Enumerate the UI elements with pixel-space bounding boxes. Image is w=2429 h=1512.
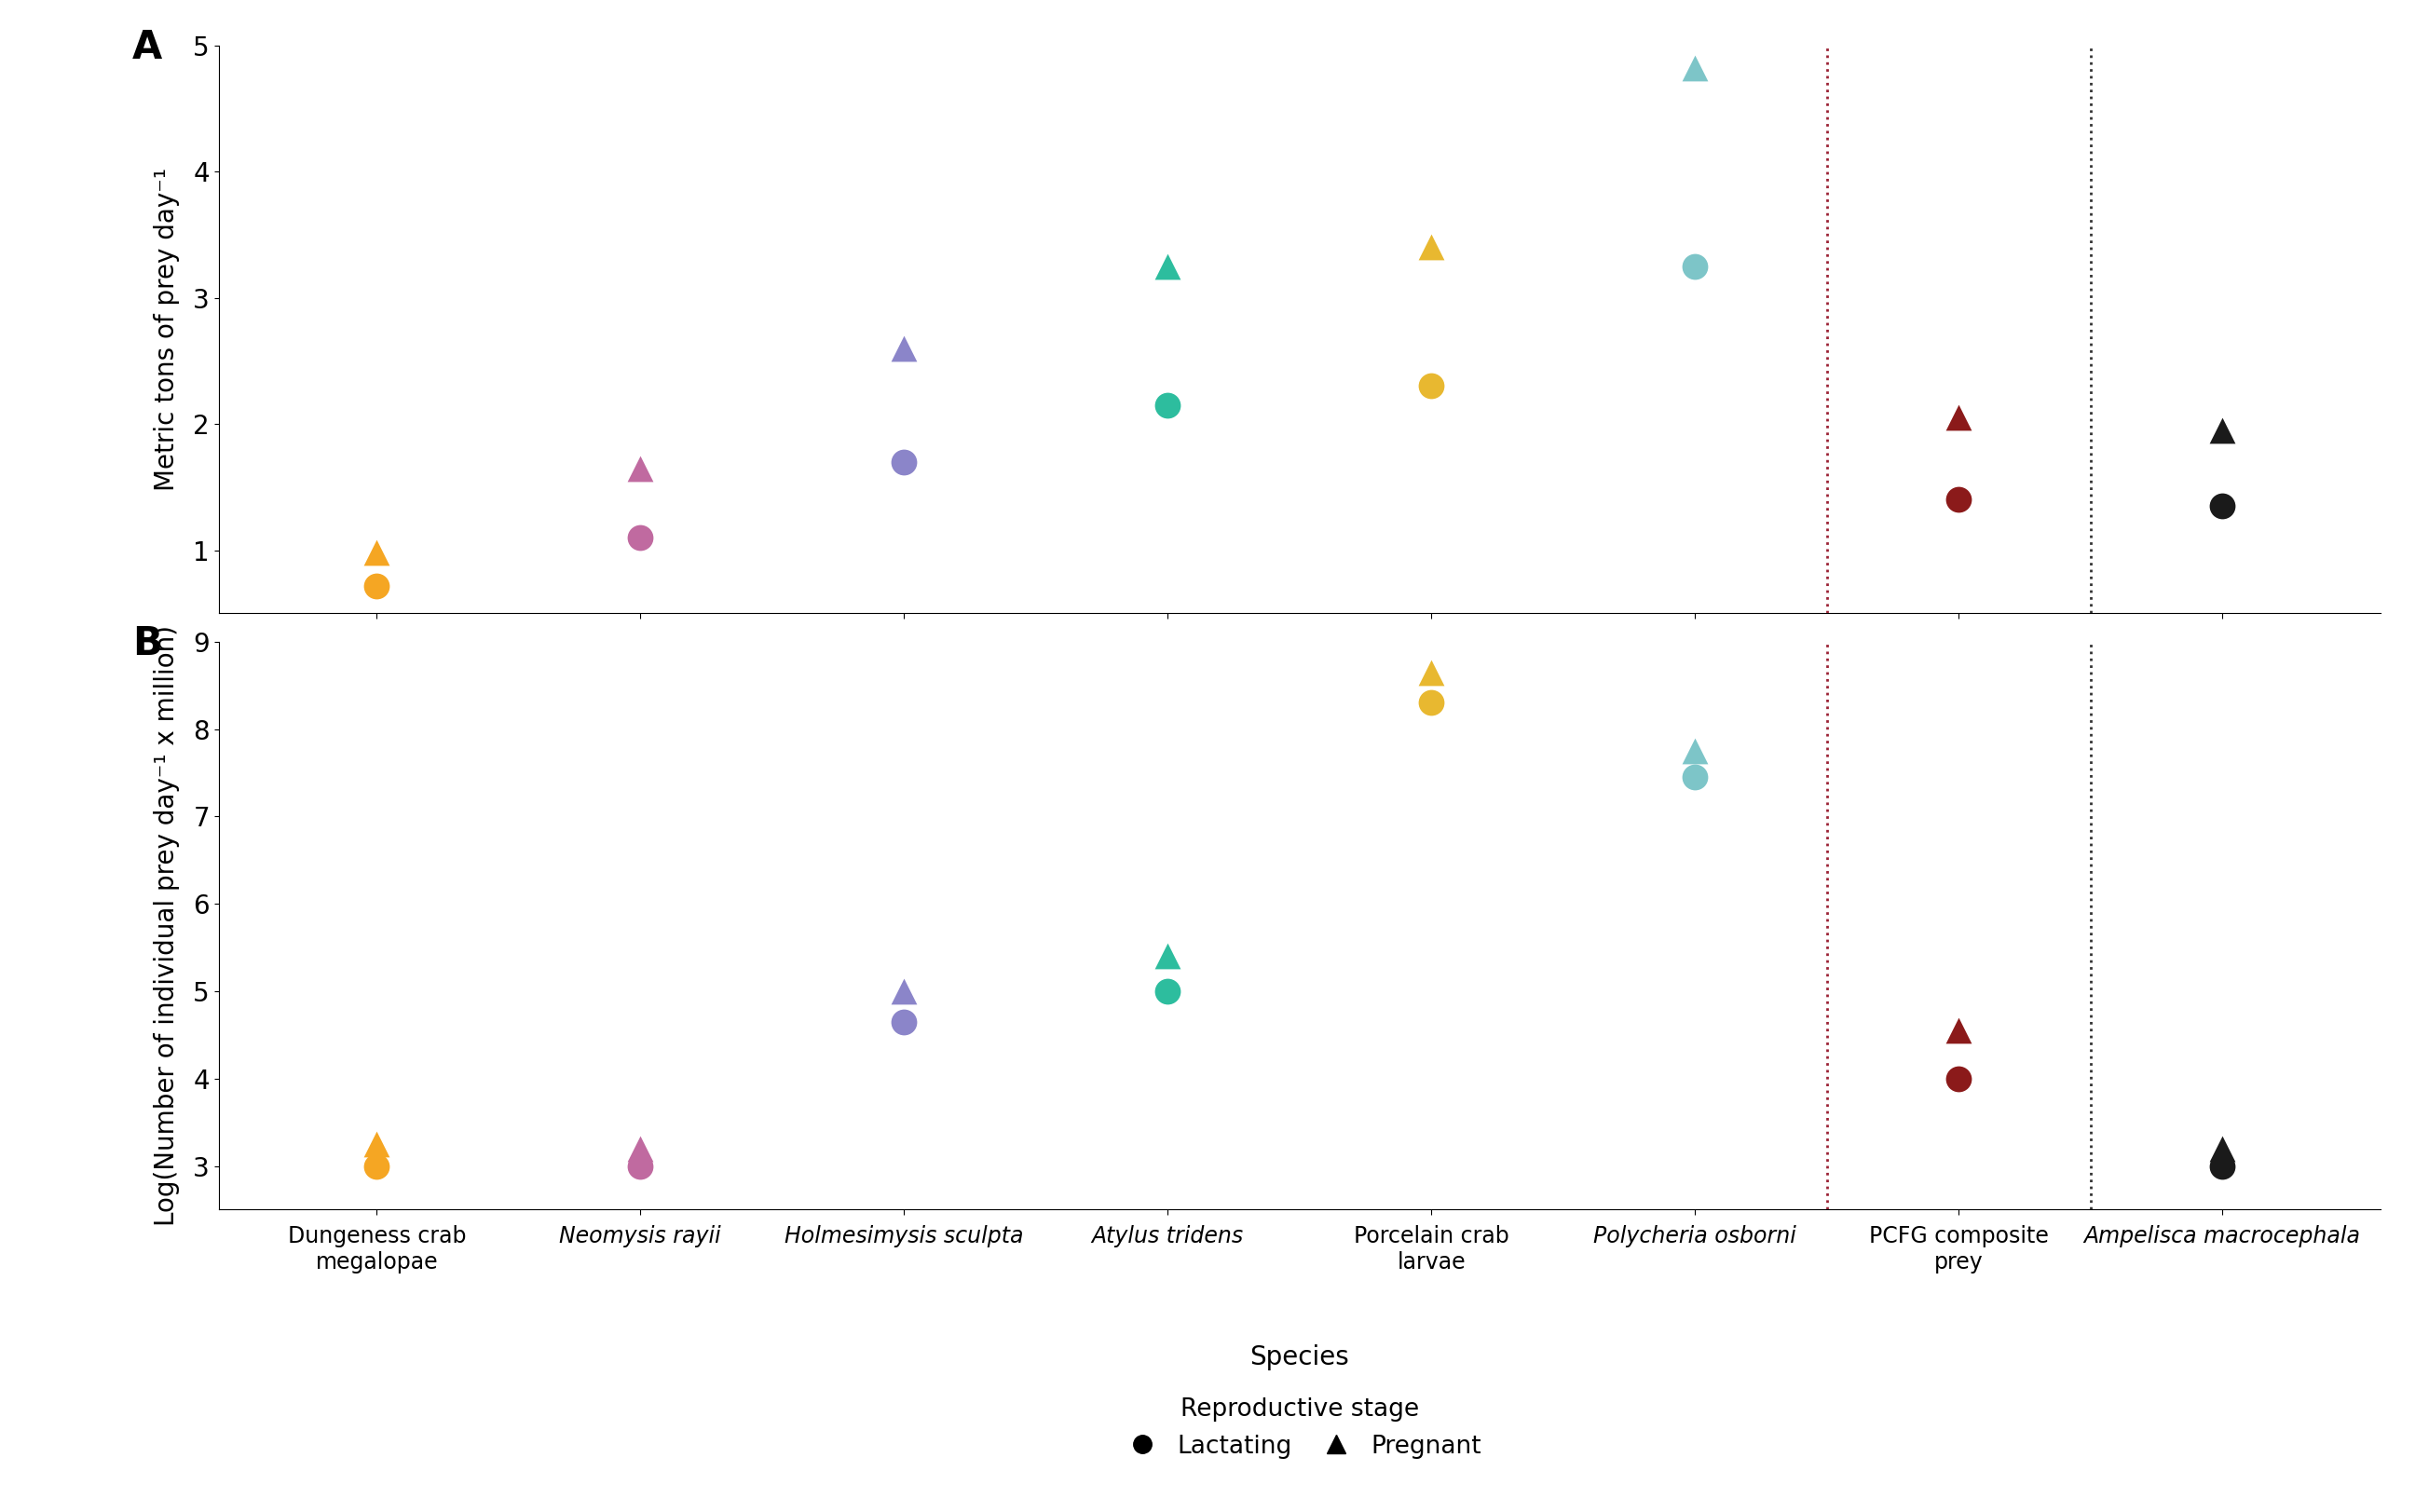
Point: [884, 449, 923, 473]
Point: [357, 1132, 396, 1157]
Point: [2203, 1137, 2242, 1161]
Point: [1149, 980, 1188, 1004]
Point: [1938, 487, 1977, 511]
Point: [1676, 739, 1715, 764]
Point: [2203, 1154, 2242, 1178]
Text: A: A: [131, 29, 163, 68]
Point: [1938, 1066, 1977, 1090]
Point: [1676, 765, 1715, 789]
Point: [622, 457, 661, 481]
Point: [2203, 419, 2242, 443]
Point: [884, 336, 923, 360]
Legend: Lactating, Pregnant: Lactating, Pregnant: [1117, 1397, 1482, 1459]
Point: [622, 1154, 661, 1178]
Point: [2203, 494, 2242, 519]
Point: [622, 1137, 661, 1161]
Y-axis label: Metric tons of prey day⁻¹: Metric tons of prey day⁻¹: [153, 168, 180, 491]
Point: [1938, 405, 1977, 429]
Point: [1938, 1019, 1977, 1043]
Point: [1676, 254, 1715, 278]
Point: [1676, 56, 1715, 80]
Point: [357, 1154, 396, 1178]
Point: [1411, 661, 1450, 685]
Point: [884, 1010, 923, 1034]
Point: [1411, 236, 1450, 260]
Point: [1149, 254, 1188, 278]
Point: [357, 541, 396, 565]
Point: [622, 526, 661, 550]
Point: [1411, 691, 1450, 715]
Point: [1411, 373, 1450, 398]
Point: [1149, 943, 1188, 968]
Point: [884, 980, 923, 1004]
Text: B: B: [131, 624, 163, 664]
Point: [357, 573, 396, 597]
Y-axis label: Log(Number of individual prey day⁻¹ x million): Log(Number of individual prey day⁻¹ x mi…: [153, 624, 180, 1226]
X-axis label: Species: Species: [1251, 1344, 1348, 1371]
Point: [1149, 393, 1188, 417]
